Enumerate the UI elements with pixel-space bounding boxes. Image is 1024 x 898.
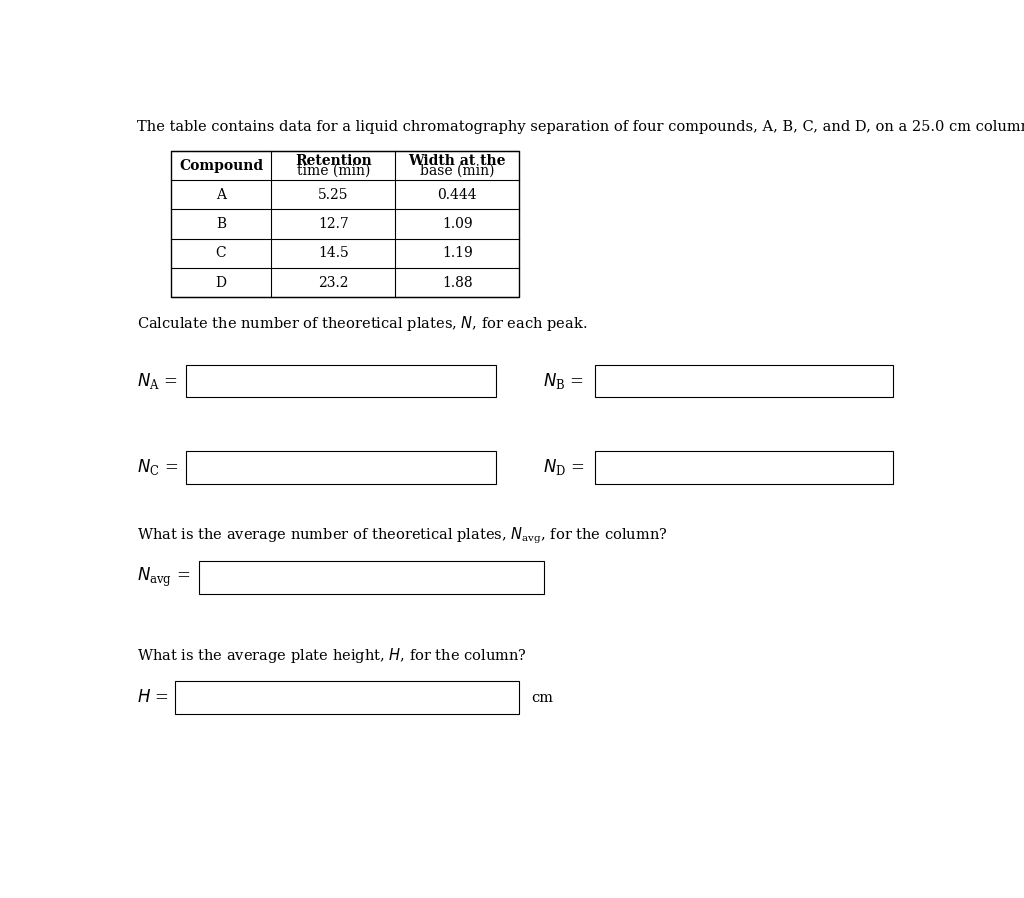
Text: base (min): base (min) [420, 163, 495, 178]
Text: $N_\mathregular{D}$ =: $N_\mathregular{D}$ = [543, 457, 585, 478]
Text: The table contains data for a liquid chromatography separation of four compounds: The table contains data for a liquid chr… [137, 120, 1024, 134]
Text: C: C [216, 246, 226, 260]
Text: $N_\mathregular{avg}$ =: $N_\mathregular{avg}$ = [137, 566, 190, 589]
Text: B: B [216, 217, 226, 231]
Bar [174, 682, 519, 714]
Text: D: D [215, 276, 226, 289]
Text: A: A [216, 188, 226, 202]
Text: 12.7: 12.7 [318, 217, 349, 231]
Text: 1.88: 1.88 [442, 276, 473, 289]
Text: 1.09: 1.09 [442, 217, 473, 231]
Text: $H$ =: $H$ = [137, 689, 169, 706]
Bar [171, 151, 519, 297]
Text: Width at the: Width at the [409, 154, 506, 168]
Text: 0.444: 0.444 [437, 188, 477, 202]
Bar [186, 365, 496, 397]
Text: What is the average plate height, $H$, for the column?: What is the average plate height, $H$, f… [137, 646, 527, 665]
Text: time (min): time (min) [297, 163, 370, 178]
Text: $N_\mathregular{B}$ =: $N_\mathregular{B}$ = [543, 371, 584, 392]
Text: 23.2: 23.2 [318, 276, 348, 289]
Text: What is the average number of theoretical plates, $N_\mathregular{avg}$, for the: What is the average number of theoretica… [137, 526, 668, 547]
Text: 14.5: 14.5 [318, 246, 349, 260]
Text: 5.25: 5.25 [318, 188, 348, 202]
Text: 1.19: 1.19 [442, 246, 473, 260]
Text: $N_\mathregular{A}$ =: $N_\mathregular{A}$ = [137, 371, 178, 392]
Bar [595, 451, 893, 483]
Text: Compound: Compound [179, 159, 263, 172]
Text: Calculate the number of theoretical plates, $N$, for each peak.: Calculate the number of theoretical plat… [137, 314, 588, 333]
Text: $N_\mathregular{C}$ =: $N_\mathregular{C}$ = [137, 457, 178, 478]
Text: Retention: Retention [295, 154, 372, 168]
Bar [186, 451, 496, 483]
Text: cm: cm [531, 691, 553, 705]
Bar [200, 561, 544, 594]
Bar [595, 365, 893, 397]
